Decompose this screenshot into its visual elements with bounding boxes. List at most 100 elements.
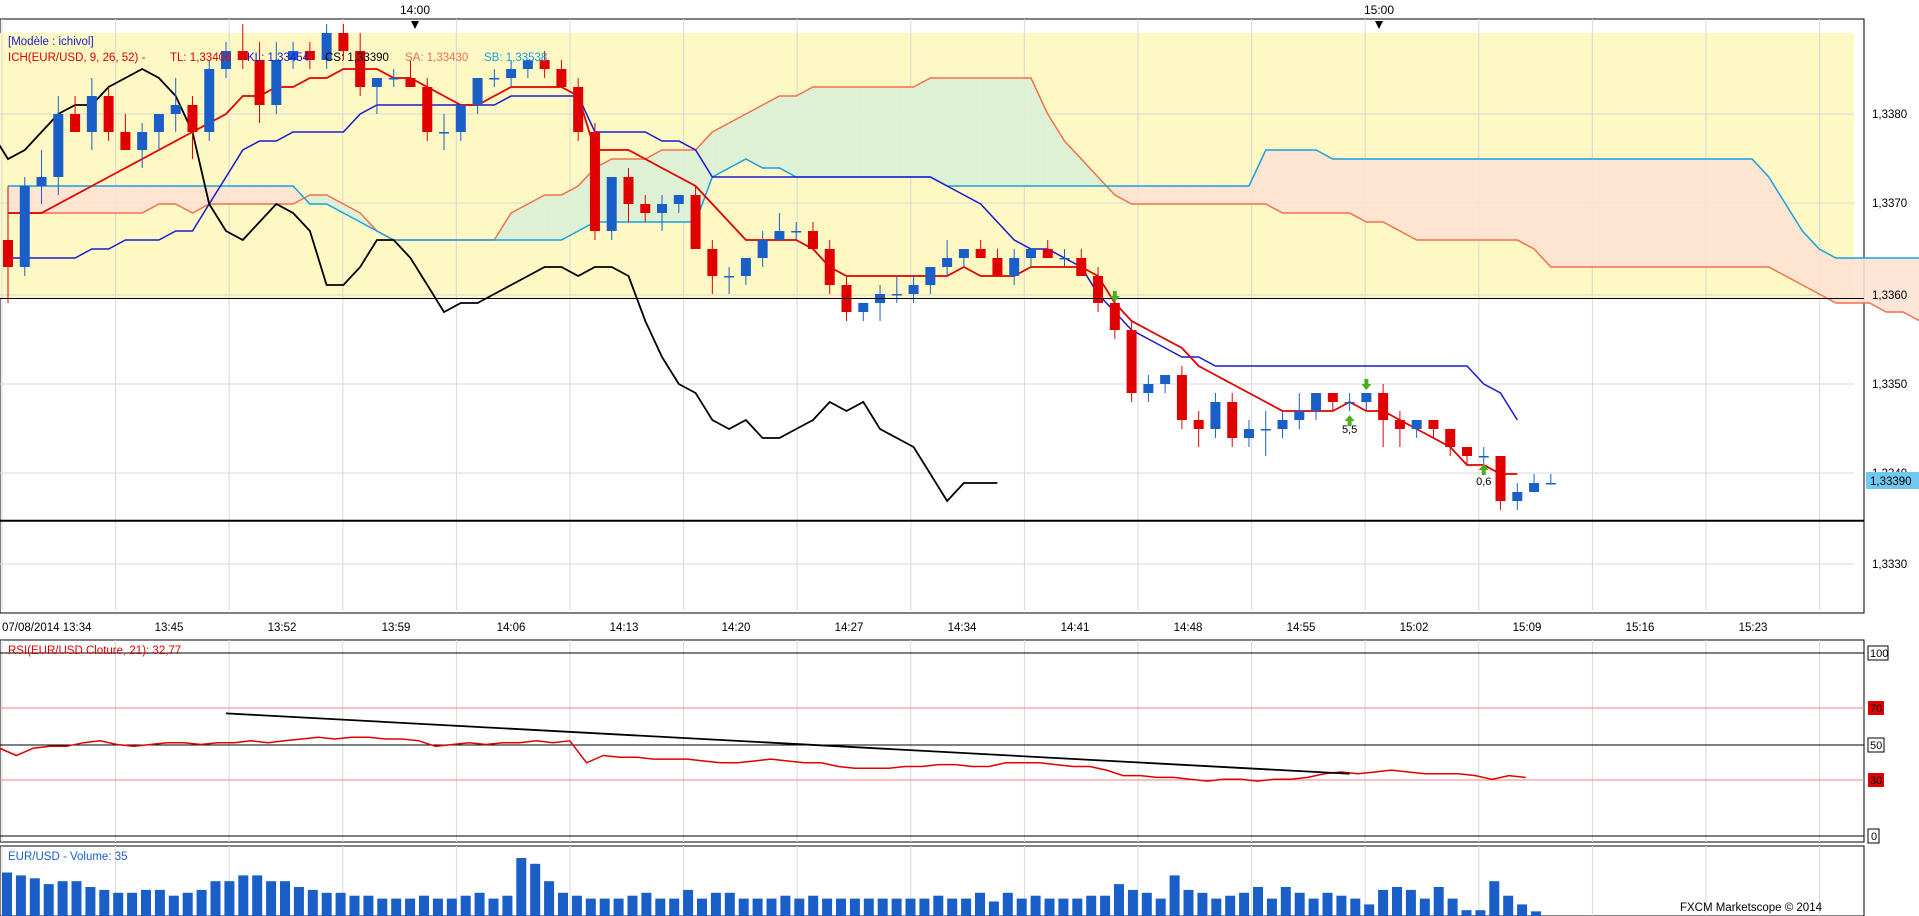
candle-body	[539, 60, 550, 69]
cloud-segment	[1886, 258, 1904, 312]
cloud-segment	[1718, 159, 1736, 267]
top-time-marker-icon	[411, 21, 419, 29]
volume-bar	[1517, 904, 1528, 916]
candle-body	[1445, 429, 1456, 447]
candle-body	[1109, 303, 1120, 330]
cloud-segment	[1668, 159, 1685, 267]
volume-bar	[488, 898, 499, 916]
cloud-segment	[947, 78, 964, 186]
candle-body	[1025, 249, 1036, 258]
volume-bar	[975, 892, 985, 916]
volume-panel: EUR/USD - Volume: 35 FXCM Marketscope © …	[0, 845, 1865, 916]
candle-body	[606, 177, 617, 231]
candle-body	[355, 51, 366, 87]
candle-body	[908, 285, 919, 294]
cloud-segment	[1248, 150, 1266, 204]
time-label: 15:09	[1513, 622, 1542, 634]
cloud-segment	[762, 96, 780, 168]
cloud-segment	[511, 204, 528, 240]
volume-bar	[1239, 892, 1250, 916]
candle-body	[690, 195, 701, 249]
rsi-level-box	[1867, 737, 1885, 753]
price-label: 1,3380	[1872, 109, 1907, 121]
cloud-segment	[259, 186, 277, 204]
cloud-segment	[226, 186, 243, 204]
cloud-segment	[1131, 186, 1149, 204]
volume-bar	[154, 889, 165, 916]
current-price-label: 1,33390	[1870, 476, 1912, 488]
candle-body	[103, 96, 114, 132]
cloud-segment	[1466, 159, 1484, 240]
chikou-line	[0, 67, 998, 503]
cloud-segment	[309, 195, 327, 204]
volume-bar	[655, 898, 666, 916]
rsi-plot-area	[0, 639, 1865, 843]
time-label: 14:27	[835, 622, 864, 634]
cloud-segment	[125, 186, 143, 213]
cloud-segment	[1852, 258, 1870, 303]
cloud-segment	[913, 78, 931, 177]
candle-body	[975, 249, 986, 258]
volume-bar	[613, 898, 624, 916]
volume-bar	[836, 898, 846, 916]
cloud-segment	[1383, 159, 1400, 231]
volume-bar	[71, 881, 82, 916]
buy-arrow-icon	[1478, 464, 1489, 475]
current-price-box	[1866, 472, 1919, 489]
volume-bar	[196, 889, 207, 916]
volume-bar	[432, 898, 443, 916]
volume-bar	[724, 892, 735, 916]
cloud-segment	[1047, 114, 1065, 186]
volume-title: EUR/USD - Volume: 35	[8, 851, 128, 863]
rsi-trendline	[225, 712, 1350, 775]
volume-bar	[168, 895, 179, 916]
cloud-segment	[1064, 141, 1082, 186]
legend-chikou: CS: 1,33390	[325, 52, 389, 64]
cloud-segment	[1567, 159, 1585, 267]
time-label: 13:52	[268, 622, 297, 634]
candle-body	[1461, 447, 1472, 456]
rsi-level-label: 70	[1870, 703, 1882, 715]
volume-bar	[57, 881, 68, 916]
rsi-level-label: 30	[1870, 775, 1882, 787]
rsi-level-label: 50	[1870, 740, 1882, 752]
candle-body	[455, 105, 466, 132]
candle-body	[791, 231, 802, 233]
cloud-segment	[1601, 159, 1618, 267]
volume-bar	[99, 889, 110, 916]
rsi-axis: 100 70 50 30 0	[1867, 645, 1889, 844]
cloud-segment	[1735, 159, 1753, 267]
volume-bar	[1127, 889, 1138, 916]
volume-bar	[502, 895, 513, 916]
volume-bar	[1419, 898, 1430, 916]
volume-bar	[1405, 889, 1416, 916]
volume-bar	[891, 898, 902, 916]
volume-bar	[349, 895, 360, 916]
cloud-segment	[1685, 159, 1702, 267]
candle-body	[254, 60, 265, 105]
volume-bar	[1503, 895, 1514, 916]
rsi-line	[0, 712, 1526, 782]
volume-bar	[988, 901, 999, 916]
candle-body	[170, 105, 181, 114]
volume-bar	[1058, 898, 1069, 916]
cloud-segment	[863, 87, 881, 177]
candle-body	[1344, 402, 1355, 404]
candle-body	[506, 69, 517, 78]
volume-bar	[683, 889, 694, 916]
cloud-segment	[108, 186, 126, 213]
volume-bar	[599, 898, 610, 916]
cloud-segment	[1198, 186, 1216, 204]
cloud-segment	[779, 96, 797, 177]
candle-body	[807, 231, 818, 249]
candle-body	[657, 204, 668, 213]
candle-body	[36, 177, 47, 186]
cloud-segment	[1517, 159, 1535, 249]
candle-body	[1294, 411, 1305, 420]
volume-bar	[863, 898, 874, 916]
volume-bar	[1461, 910, 1472, 916]
cloud-segment	[963, 78, 981, 186]
candle-body	[1243, 429, 1254, 438]
candle-body	[824, 249, 835, 285]
